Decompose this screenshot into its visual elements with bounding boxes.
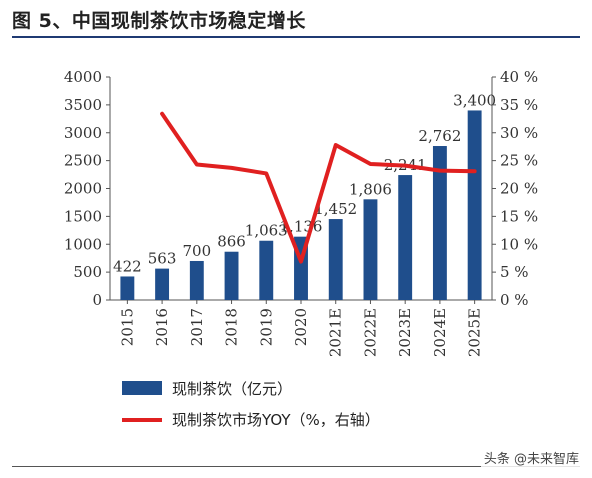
x-tick-label: 2023E: [396, 308, 414, 357]
right-tick-label: 10 %: [500, 235, 538, 253]
bar-data-label: 1,063: [245, 222, 288, 240]
right-tick-label: 30 %: [500, 124, 538, 142]
right-tick-label: 5 %: [500, 263, 529, 281]
bar: [155, 268, 170, 300]
bar-data-label: 866: [217, 233, 246, 251]
x-tick-label: 2022E: [361, 308, 379, 357]
x-axis-ticks: 2015 2016 2017 2018 2019 2020 2021E 2022E 2023E 2…: [118, 300, 484, 357]
x-tick-label: 2018: [223, 308, 241, 346]
legend-label-line: 现制茶饮市场YOY（%，右轴）: [172, 411, 380, 429]
x-tick-label: 2020: [292, 308, 310, 346]
right-tick-label: 15 %: [500, 207, 538, 225]
legend-label-bars: 现制茶饮（亿元）: [172, 380, 292, 398]
right-tick-label: 25 %: [500, 152, 538, 170]
bar: [328, 219, 343, 300]
legend-swatch-bars: [122, 381, 162, 395]
bar: [189, 260, 204, 300]
right-tick-label: 35 %: [500, 96, 538, 114]
yoy-line: [160, 111, 477, 264]
left-tick-label: 3000: [64, 124, 102, 142]
left-tick-label: 500: [73, 263, 102, 281]
chart-legend: 现制茶饮（亿元） 现制茶饮市场YOY（%，右轴）: [122, 380, 380, 429]
bar: [363, 199, 378, 300]
bar-data-label: 2,762: [418, 127, 461, 145]
left-tick-label: 4000: [64, 68, 102, 86]
bar: [467, 110, 482, 300]
bar: [432, 146, 447, 300]
x-tick-label: 2025E: [466, 308, 484, 357]
bar-data-label: 3,400: [453, 91, 496, 109]
bar: [224, 251, 239, 300]
left-tick-label: 3500: [64, 96, 102, 114]
x-tick-label: 2019: [257, 308, 275, 346]
line-series: [160, 111, 477, 264]
bar-data-label: 1,452: [314, 200, 357, 218]
bar-data-label: 700: [182, 242, 211, 260]
bar-data-label: 563: [148, 250, 177, 268]
right-tick-label: 40 %: [500, 68, 538, 86]
bar: [259, 240, 274, 300]
left-tick-label: 1000: [64, 235, 102, 253]
watermark: 头条 @未来智库: [480, 448, 582, 467]
x-tick-label: 2015: [118, 308, 136, 346]
bar-data-label: 1,806: [349, 180, 392, 198]
bottom-rule: [12, 466, 580, 467]
right-tick-label: 0 %: [500, 291, 529, 309]
x-tick-label: 2021E: [327, 308, 345, 357]
left-axis-ticks: 0 500 1000 1500 2000 2500 3000 3500 4000: [64, 68, 110, 309]
x-tick-label: 2016: [153, 308, 171, 346]
right-axis-ticks: 0 % 5 % 10 % 15 % 20 % 25 % 30 % 35 % 40 %: [492, 68, 538, 309]
title-rule: [12, 36, 580, 38]
x-tick-label: 2024E: [431, 308, 449, 357]
bar-data-labels: 422 563 7008661,0631,1361,4521,8062,2412,7…: [113, 91, 496, 275]
right-tick-label: 20 %: [500, 180, 538, 198]
bar-data-label: 422: [113, 257, 142, 275]
bar: [398, 175, 413, 300]
left-tick-label: 2500: [64, 152, 102, 170]
figure-title: 图 5、中国现制茶饮市场稳定增长: [12, 10, 306, 32]
left-tick-label: 0: [92, 291, 102, 309]
bar: [120, 276, 135, 300]
left-tick-label: 1500: [64, 207, 102, 225]
x-tick-label: 2017: [188, 308, 206, 346]
left-tick-label: 2000: [64, 180, 102, 198]
